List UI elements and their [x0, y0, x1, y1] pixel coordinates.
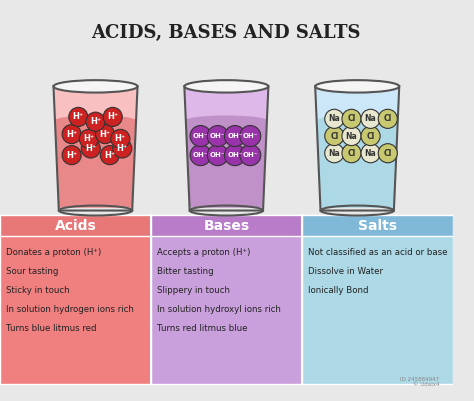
Text: H⁺: H⁺	[100, 130, 111, 139]
Text: OH⁻: OH⁻	[210, 133, 226, 139]
Text: Bitter tasting: Bitter tasting	[156, 267, 213, 276]
Circle shape	[86, 112, 105, 131]
Text: Na: Na	[365, 149, 376, 158]
Text: H⁺: H⁺	[66, 130, 77, 139]
Text: In solution hydrogen ions rich: In solution hydrogen ions rich	[6, 305, 134, 314]
Polygon shape	[55, 121, 136, 208]
Circle shape	[207, 145, 228, 166]
Text: Acids: Acids	[55, 219, 96, 233]
Ellipse shape	[186, 116, 267, 126]
Text: Bases: Bases	[203, 219, 249, 233]
Ellipse shape	[317, 116, 398, 126]
Circle shape	[81, 139, 100, 158]
Ellipse shape	[184, 80, 268, 93]
Text: OH⁻: OH⁻	[193, 152, 209, 158]
Circle shape	[325, 126, 344, 146]
Polygon shape	[186, 121, 267, 208]
Text: Accepts a proton (H⁺): Accepts a proton (H⁺)	[156, 248, 250, 257]
Text: Na: Na	[365, 114, 376, 124]
Text: H⁺: H⁺	[90, 117, 101, 126]
Text: Cl: Cl	[383, 149, 392, 158]
Text: Sticky in touch: Sticky in touch	[6, 286, 69, 295]
Text: OH⁻: OH⁻	[210, 152, 226, 158]
Circle shape	[190, 145, 211, 166]
Circle shape	[325, 109, 344, 128]
Circle shape	[69, 107, 88, 126]
Text: H⁺: H⁺	[117, 144, 128, 153]
Text: Ionically Bond: Ionically Bond	[308, 286, 368, 295]
Circle shape	[225, 126, 246, 146]
Text: OH⁻: OH⁻	[243, 152, 258, 158]
Circle shape	[361, 144, 380, 163]
Text: ID 245884947: ID 245884947	[400, 377, 439, 383]
FancyBboxPatch shape	[151, 215, 302, 385]
FancyBboxPatch shape	[302, 215, 453, 236]
Text: Donates a proton (H⁺): Donates a proton (H⁺)	[6, 248, 101, 257]
Text: H⁺: H⁺	[115, 134, 126, 144]
Polygon shape	[54, 86, 137, 121]
Text: Sour tasting: Sour tasting	[6, 267, 58, 276]
Text: Not classified as an acid or base: Not classified as an acid or base	[308, 248, 447, 257]
Circle shape	[96, 125, 115, 144]
Ellipse shape	[54, 80, 137, 93]
FancyBboxPatch shape	[0, 215, 151, 236]
Circle shape	[378, 144, 397, 163]
Text: Salts: Salts	[358, 219, 397, 233]
Text: In solution hydroxyl ions rich: In solution hydroxyl ions rich	[156, 305, 281, 314]
Text: OH⁻: OH⁻	[227, 152, 243, 158]
Circle shape	[79, 130, 99, 148]
Text: OH⁻: OH⁻	[193, 133, 209, 139]
Text: Cl: Cl	[347, 114, 356, 124]
FancyBboxPatch shape	[302, 215, 453, 385]
Circle shape	[361, 109, 380, 128]
Circle shape	[361, 126, 380, 146]
Text: Na: Na	[328, 149, 340, 158]
Polygon shape	[184, 86, 268, 121]
Text: Slippery in touch: Slippery in touch	[156, 286, 229, 295]
Text: Turns red litmus blue: Turns red litmus blue	[156, 324, 247, 333]
Text: Cl: Cl	[366, 132, 375, 140]
Text: H⁺: H⁺	[66, 151, 77, 160]
Ellipse shape	[55, 116, 136, 126]
Text: Na: Na	[328, 114, 340, 124]
Circle shape	[190, 126, 211, 146]
Circle shape	[378, 109, 397, 128]
Circle shape	[240, 145, 261, 166]
Text: H⁺: H⁺	[73, 112, 84, 122]
Text: OH⁻: OH⁻	[227, 133, 243, 139]
Text: OH⁻: OH⁻	[243, 133, 258, 139]
Text: H⁺: H⁺	[107, 112, 118, 122]
Text: © Udaix4: © Udaix4	[413, 382, 439, 387]
Text: H⁺: H⁺	[83, 134, 94, 144]
Text: H⁺: H⁺	[85, 144, 96, 153]
Circle shape	[111, 130, 130, 148]
Circle shape	[342, 109, 361, 128]
Polygon shape	[315, 86, 399, 121]
Circle shape	[103, 107, 122, 126]
Circle shape	[342, 126, 361, 146]
Circle shape	[342, 144, 361, 163]
Text: Cl: Cl	[383, 114, 392, 124]
Text: Cl: Cl	[347, 149, 356, 158]
Circle shape	[225, 145, 246, 166]
Text: Dissolve in Water: Dissolve in Water	[308, 267, 383, 276]
Text: Na: Na	[346, 132, 357, 140]
FancyBboxPatch shape	[151, 215, 302, 236]
Text: Turns blue litmus red: Turns blue litmus red	[6, 324, 96, 333]
Polygon shape	[317, 121, 398, 208]
Circle shape	[62, 125, 81, 144]
Text: ACIDS, BASES AND SALTS: ACIDS, BASES AND SALTS	[91, 24, 361, 42]
Circle shape	[113, 139, 132, 158]
FancyBboxPatch shape	[0, 215, 151, 385]
Text: H⁺: H⁺	[104, 151, 116, 160]
Text: Cl: Cl	[330, 132, 338, 140]
Circle shape	[100, 146, 119, 165]
Ellipse shape	[315, 80, 399, 93]
Circle shape	[207, 126, 228, 146]
Circle shape	[62, 146, 81, 165]
Circle shape	[240, 126, 261, 146]
Circle shape	[325, 144, 344, 163]
